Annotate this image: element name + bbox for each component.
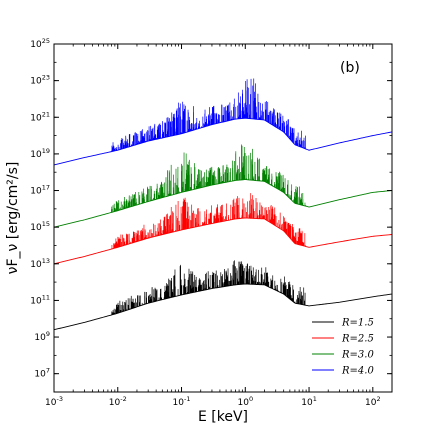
y-tick-label: 1025 [30,37,50,50]
y-tick-label-base: 10 [30,40,42,50]
y-tick-label: 109 [34,330,50,343]
legend: R=1.5 R=2.5 R=3.0 R=4.0 [306,312,386,382]
y-tick-label: 1021 [30,110,50,123]
y-tick-label-exponent: 9 [46,330,50,338]
y-tick-label-exponent: 13 [42,257,50,265]
series-r-3-0 [53,144,393,228]
legend-label: R=3.0 [341,350,374,361]
y-tick-label-base: 10 [30,260,42,270]
x-tick-label: 101 [301,395,317,408]
y-tick-label-exponent: 19 [42,147,50,155]
panel-label: (b) [340,60,360,76]
x-tick-label: 10-1 [173,395,191,408]
series-r-4-0 [53,78,393,166]
x-tick-label: 10-2 [109,395,127,408]
x-tick-label-exponent: -2 [120,395,126,403]
x-tick-label: 100 [237,395,253,408]
x-tick-label-base: 10 [301,398,313,408]
y-tick-label: 1019 [30,147,50,160]
y-tick-label-base: 10 [34,333,46,343]
y-tick-label: 1011 [30,293,50,306]
legend-label: R=1.5 [341,318,374,329]
y-tick-label-base: 10 [34,370,46,380]
y-tick-label-exponent: 25 [42,37,50,45]
y-tick-label-exponent: 23 [42,74,50,82]
x-tick-label-base: 10 [365,398,377,408]
x-tick-label-exponent: -1 [184,395,190,403]
y-tick-label: 1017 [30,184,50,197]
series-layer [53,78,393,331]
x-tick-label-base: 10 [45,398,57,408]
x-tick-label-base: 10 [173,398,185,408]
y-tick-label-base: 10 [30,113,42,123]
y-tick-label-base: 10 [30,296,42,306]
y-tick-label: 1015 [30,220,50,233]
emission-lines [111,144,307,213]
y-tick-label: 1023 [30,74,50,87]
x-tick-label-exponent: 0 [249,395,253,403]
series-r-2-5 [53,193,393,265]
y-tick-label: 107 [34,367,50,380]
y-tick-label: 1013 [30,257,50,270]
x-tick-label-exponent: 1 [313,395,317,403]
x-tick-label-base: 10 [237,398,249,408]
x-tick-label-base: 10 [109,398,121,408]
y-tick-label-base: 10 [30,150,42,160]
plot-frame [53,43,393,393]
x-tick-label: 10-3 [45,395,63,408]
y-tick-label-exponent: 11 [42,293,50,301]
y-tick-label-base: 10 [30,223,42,233]
y-tick-label-exponent: 17 [42,184,50,192]
x-tick-label-exponent: -3 [56,395,62,403]
y-tick-label-base: 10 [30,77,42,87]
axis-ticks: 10-3 10-2 10-1 100 101 1021071091011101310151… [30,37,393,408]
y-tick-label-base: 10 [30,187,42,197]
emission-lines [111,193,307,249]
y-axis-label: νF_ν [erg/cm²/s] [5,162,21,275]
emission-lines [111,78,306,152]
emission-lines [111,260,306,315]
y-tick-label-exponent: 15 [42,220,50,228]
y-tick-label-exponent: 7 [46,367,50,375]
x-tick-label: 102 [365,395,381,408]
y-tick-label-exponent: 21 [42,110,50,118]
legend-label: R=4.0 [341,366,374,377]
series-r-1-5 [53,260,393,331]
x-axis-label: E [keV] [198,409,248,425]
x-tick-label-exponent: 2 [376,395,380,403]
legend-label: R=2.5 [341,334,374,345]
